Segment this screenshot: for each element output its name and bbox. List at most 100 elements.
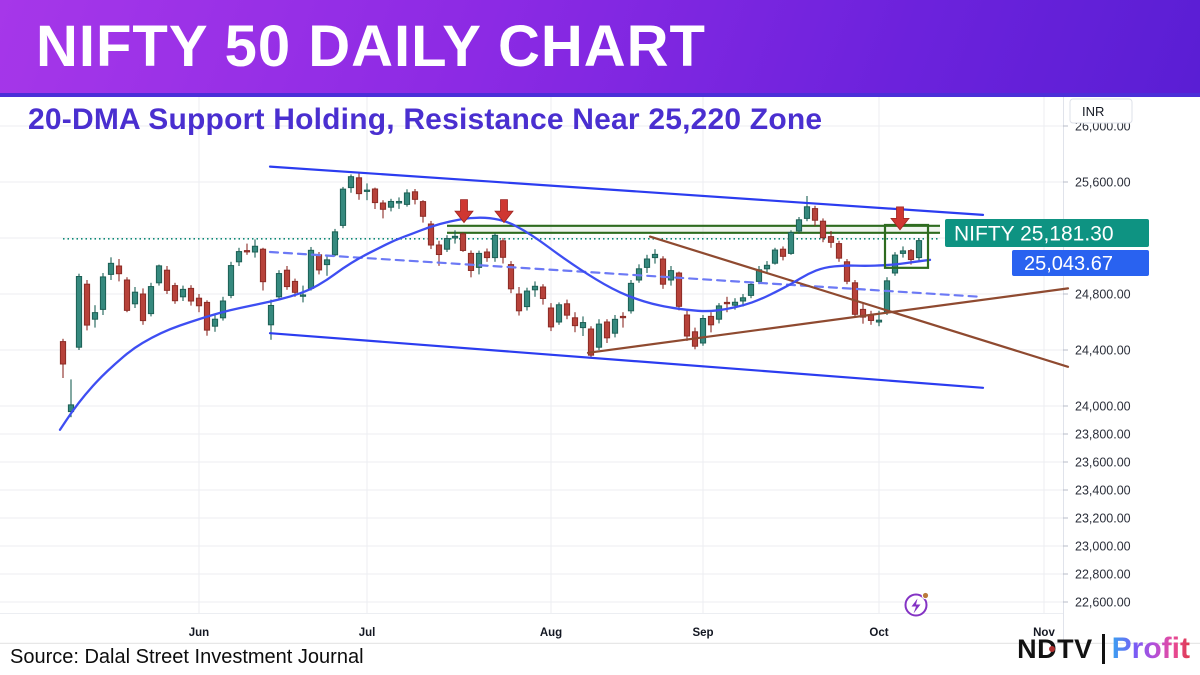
candle	[491, 234, 499, 259]
ndtv-logo-dot	[1049, 645, 1056, 652]
candle	[307, 249, 315, 289]
trendline-falling-brown	[648, 235, 1070, 368]
candle	[619, 315, 627, 319]
candle	[659, 258, 667, 285]
price-axis-label: 25,600.00	[1075, 176, 1131, 190]
candle	[227, 265, 235, 296]
candle	[235, 251, 243, 263]
candle	[315, 254, 323, 271]
price-axis-label: 23,600.00	[1075, 456, 1131, 470]
candle	[323, 259, 331, 266]
candle	[859, 308, 867, 318]
candle	[291, 280, 299, 293]
month-label: Nov	[1033, 627, 1055, 639]
candle	[883, 280, 891, 313]
trendlines-layer	[268, 165, 1070, 389]
candle	[771, 249, 779, 264]
price-axis-label: 22,800.00	[1075, 568, 1131, 582]
candle	[451, 235, 459, 239]
chart-subtitle: 20-DMA Support Holding, Resistance Near …	[28, 103, 823, 136]
candle	[411, 191, 419, 200]
down-arrow-marker	[494, 199, 514, 224]
month-label: Jun	[189, 627, 209, 639]
candle	[123, 279, 131, 311]
highlight-box	[883, 223, 930, 269]
candle	[779, 248, 787, 257]
candle	[683, 314, 691, 337]
candle	[363, 189, 371, 192]
lightning-icon[interactable]	[904, 591, 930, 617]
candle	[707, 315, 715, 326]
candle	[643, 258, 651, 268]
dma-value-badge	[1012, 250, 1149, 276]
candle	[275, 273, 283, 298]
candle	[403, 192, 411, 205]
candle	[187, 287, 195, 302]
candle	[115, 265, 123, 275]
candle	[611, 318, 619, 334]
candle	[395, 200, 403, 204]
candle	[547, 307, 555, 328]
ndtv-profit-logo: NDTV Profit	[1017, 632, 1190, 666]
header-banner: NIFTY 50 DAILY CHART	[0, 0, 1200, 97]
candle	[347, 176, 355, 189]
candle	[723, 301, 731, 305]
candle	[875, 319, 883, 323]
candle	[107, 262, 115, 275]
candle	[283, 269, 291, 288]
currency-button[interactable]: INR	[1069, 98, 1133, 124]
candle	[819, 220, 827, 239]
grid-layer	[0, 97, 1200, 645]
candle	[835, 243, 843, 259]
price-axis-label: 23,400.00	[1075, 484, 1131, 498]
candle	[587, 328, 595, 356]
candle	[603, 321, 611, 339]
candle	[483, 251, 491, 259]
trendline-rising-brown	[586, 287, 1070, 354]
candle	[747, 283, 755, 296]
candle	[915, 240, 923, 259]
candle	[907, 250, 915, 261]
candle	[267, 304, 275, 326]
candle	[331, 231, 339, 256]
candle	[731, 301, 739, 306]
candle	[579, 322, 587, 329]
candle	[515, 293, 523, 312]
price-axis-label: 23,200.00	[1075, 512, 1131, 526]
candle	[171, 285, 179, 302]
candle	[715, 305, 723, 320]
month-label: Aug	[540, 627, 562, 639]
month-label: Oct	[869, 627, 888, 639]
price-axis-label: 24,400.00	[1075, 344, 1131, 358]
candle	[387, 200, 395, 208]
down-arrow-marker	[454, 199, 474, 224]
candle	[467, 252, 475, 271]
candle	[523, 290, 531, 308]
candle	[179, 288, 187, 298]
price-axis-label: 24,800.00	[1075, 288, 1131, 302]
time-axis[interactable]: Jun Jul Aug Sep Oct Nov	[189, 627, 1056, 639]
candle	[563, 303, 571, 316]
candle	[139, 293, 147, 322]
candle	[91, 312, 99, 320]
candles-layer	[59, 172, 923, 418]
candle	[475, 252, 483, 268]
candle	[539, 286, 547, 299]
candle	[843, 261, 851, 282]
candle	[459, 233, 467, 251]
candle	[739, 297, 747, 302]
candle	[507, 264, 515, 290]
candle	[763, 264, 771, 270]
candle	[427, 223, 435, 246]
candle	[147, 286, 155, 315]
candle	[259, 248, 267, 283]
price-axis-label: 24,000.00	[1075, 400, 1131, 414]
trendline-lower-channel	[268, 332, 985, 389]
candle	[795, 219, 803, 232]
candle	[803, 206, 811, 219]
candle	[571, 317, 579, 327]
candle	[155, 265, 163, 284]
price-axis[interactable]: 26,000.0025,600.0024,800.0024,400.0024,0…	[1063, 120, 1131, 610]
candle	[99, 276, 107, 310]
